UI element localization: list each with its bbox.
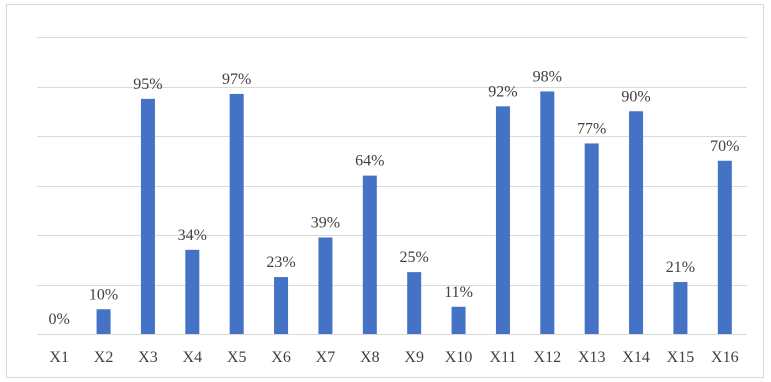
- tick-label-x14: X14: [622, 349, 650, 366]
- tick-label-x12: X12: [534, 349, 562, 366]
- x-axis-tick-labels: X1 X2 X3 X4 X5 X6 X7 X8 X9 X10 X11 X12 X13 X14 X15 X16: [49, 349, 738, 366]
- data-labels: 0% 10% 95% 34% 97% 23% 39% 64% 25% 11% 92% 98% 77% 90…: [49, 68, 740, 328]
- data-label-x15: 21%: [666, 259, 695, 276]
- data-label-x9: 25%: [400, 249, 429, 266]
- tick-label-x3: X3: [138, 349, 158, 366]
- tick-label-x11: X11: [489, 349, 516, 366]
- data-label-x3: 95%: [133, 76, 162, 93]
- bar-x2: [96, 309, 111, 334]
- bar-x9: [407, 272, 422, 334]
- bar-x8: [362, 175, 377, 334]
- bar-x15: [673, 282, 688, 334]
- bar-x13: [584, 143, 599, 334]
- bar-x4: [185, 249, 200, 334]
- bar-x16: [717, 160, 732, 334]
- tick-label-x13: X13: [578, 349, 606, 366]
- data-label-x8: 64%: [355, 153, 384, 170]
- tick-label-x15: X15: [667, 349, 695, 366]
- data-label-x14: 90%: [621, 88, 650, 105]
- gridlines: [37, 37, 747, 335]
- tick-label-x16: X16: [711, 349, 739, 366]
- bars: [96, 91, 732, 334]
- tick-label-x8: X8: [360, 349, 380, 366]
- data-label-x13: 77%: [577, 120, 606, 137]
- tick-label-x2: X2: [94, 349, 114, 366]
- data-label-x10: 11%: [444, 284, 473, 301]
- bar-x12: [540, 91, 555, 334]
- tick-label-x5: X5: [227, 349, 247, 366]
- data-label-x1: 0%: [49, 311, 70, 328]
- bar-x3: [140, 98, 155, 334]
- data-label-x12: 98%: [533, 68, 562, 85]
- tick-label-x10: X10: [445, 349, 473, 366]
- tick-label-x1: X1: [49, 349, 69, 366]
- data-label-x5: 97%: [222, 71, 251, 88]
- bar-x7: [318, 237, 333, 334]
- data-label-x11: 92%: [488, 83, 517, 100]
- data-label-x16: 70%: [710, 138, 739, 155]
- tick-label-x6: X6: [271, 349, 291, 366]
- data-label-x2: 10%: [89, 286, 118, 303]
- tick-label-x7: X7: [316, 349, 336, 366]
- bar-x11: [495, 106, 510, 334]
- tick-label-x9: X9: [404, 349, 424, 366]
- data-label-x6: 23%: [266, 254, 295, 271]
- bar-x5: [229, 93, 244, 334]
- bar-x14: [629, 111, 644, 334]
- tick-label-x4: X4: [183, 349, 203, 366]
- data-label-x4: 34%: [178, 227, 207, 244]
- data-label-x7: 39%: [311, 214, 340, 231]
- bar-x6: [274, 277, 289, 334]
- bar-x10: [451, 306, 466, 334]
